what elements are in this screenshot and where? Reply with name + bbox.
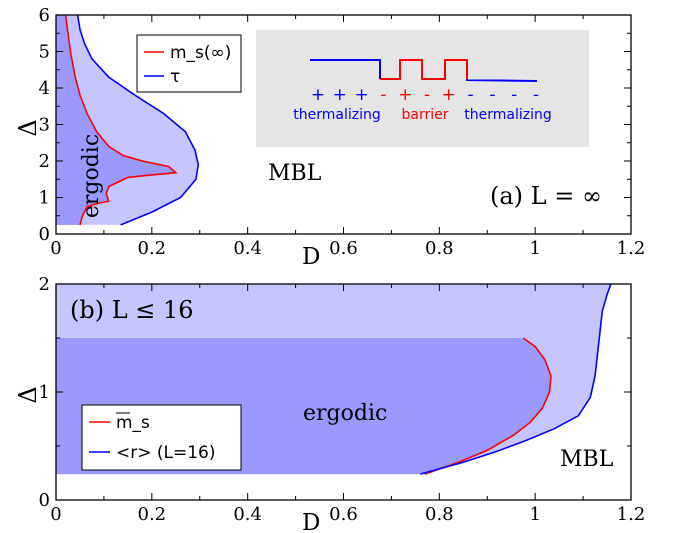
x-ticks-a: 0 0.2 0.4 0.6 0.8 1 1.2 [50,15,645,259]
inset-sign: - [468,85,474,105]
x-tick-label: 0.4 [233,504,262,525]
panel-label-a: (a) L = ∞ [490,182,602,210]
inset-sign: + [398,85,412,105]
region-label-mbl-b: MBL [560,447,614,472]
inset-sign: - [380,85,386,105]
inset-sign: + [333,85,347,105]
y-tick-label: 0 [39,490,50,511]
x-tick-label: 0.2 [138,504,167,525]
inset-profile-left [310,59,381,79]
inset-sign: - [424,85,430,105]
x-ticks-b: 0 0.2 0.4 0.6 0.8 1 1.2 [50,284,645,525]
inset-signs: + + + - + - + - - - - [311,85,539,105]
x-tick-label: 0.6 [329,504,358,525]
inset-label-thermalizing-left: thermalizing [293,107,380,123]
inset-sign: + [311,85,325,105]
panel-a: 0 0.2 0.4 0.6 0.8 1 1.2 0 1 2 3 4 5 6 D Δ ergodic MB… [14,5,645,270]
y-tick-label: 3 [39,115,50,136]
ms-region-fill [56,15,176,225]
legend-entry-ms-bar: m_s [116,413,150,433]
x-tick-label: 0 [50,504,61,525]
x-tick-label: 0.4 [233,238,262,259]
inset-profile-barrier [380,59,468,80]
legend-a: m_s(∞) τ [136,34,242,93]
series-line-ms-infinity [64,14,178,226]
x-axis-label-b: D [302,510,320,533]
inset-sign: + [354,85,368,105]
panel-label-b: (b) L ≤ 16 [70,296,194,324]
inset-profile-right [466,79,538,82]
legend-entry-tau: τ [170,67,180,87]
panel-b: 0 0.2 0.4 0.6 0.8 1 1.2 0 1 2 D Δ (b) L ≤ 16 erg… [14,274,645,533]
y-ticks-b: 0 1 2 [39,274,631,511]
x-tick-label: 0.2 [138,238,167,259]
inset-label-barrier: barrier [402,107,449,123]
region-label-ergodic-b: ergodic [303,401,387,426]
legend-entry-ms-infinity: m_s(∞) [170,43,231,63]
y-tick-label: 2 [39,274,50,295]
x-tick-label: 1 [529,238,540,259]
series-line-tau [76,14,200,226]
x-tick-label: 0 [50,238,61,259]
x-tick-label: 0.6 [329,238,358,259]
region-label-ergodic-a: ergodic [79,134,104,218]
y-tick-label: 5 [39,42,50,63]
x-tick-label: 1 [529,504,540,525]
y-ticks-a: 0 1 2 3 4 5 6 [39,5,631,245]
x-tick-label: 0.8 [425,238,454,259]
region-label-mbl-a: MBL [268,161,322,186]
x-tick-label: 1.2 [617,504,646,525]
y-axis-label-b: Δ [14,386,42,403]
inset-sign: - [533,85,539,105]
x-tick-label: 1.2 [617,238,646,259]
inset-label-thermalizing-right: thermalizing [464,107,551,123]
inset-sign: - [489,85,495,105]
series-line-ms-bar [424,337,552,475]
y-tick-label: 1 [39,188,50,209]
y-tick-label: 6 [39,5,50,26]
y-tick-label: 1 [39,382,50,403]
inset-sign: + [442,85,456,105]
legend-entry-r-l16: <r> (L=16) [116,443,216,463]
y-tick-label: 2 [39,151,50,172]
x-axis-label-a: D [302,244,320,270]
inset-schematic: + + + - + - + - - - - thermalizing barrier thermal… [256,30,589,147]
y-tick-label: 0 [39,224,50,245]
series-line-r-l16 [419,283,612,475]
y-axis-label-a: Δ [14,119,42,136]
y-tick-label: 4 [39,78,50,99]
inset-sign: - [511,85,517,105]
x-tick-label: 0.8 [425,504,454,525]
legend-b: m_s <r> (L=16) [81,404,242,471]
